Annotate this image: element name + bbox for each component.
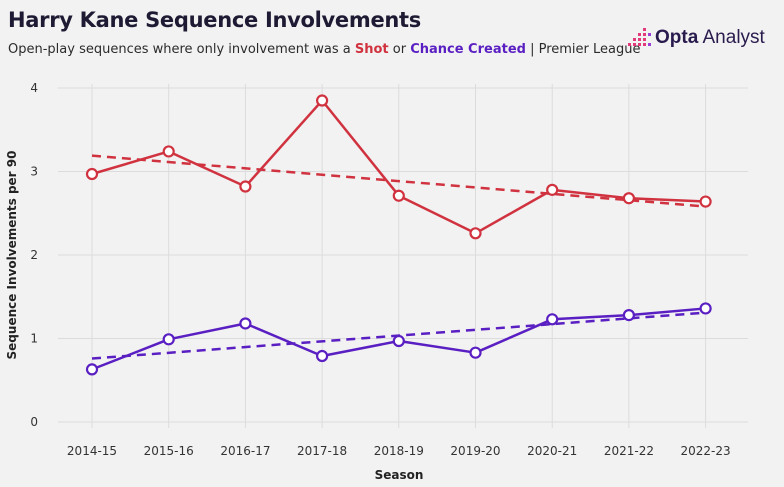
subtitle-shot: Shot	[354, 42, 389, 57]
y-tick-label: 2	[30, 248, 38, 262]
shot-point	[162, 145, 175, 158]
x-tick-label: 2016-17	[220, 444, 270, 458]
brand-name-bold: Opta	[655, 27, 699, 48]
chart-subtitle: Open-play sequences where only involveme…	[8, 42, 640, 57]
x-tick-labels: 2014-15 2015-16 2016-17 2017-18 2018-19 2019-…	[67, 444, 731, 458]
shot-point	[546, 183, 559, 196]
subtitle-chance-created: Chance Created	[410, 42, 526, 57]
shot-point	[699, 195, 712, 208]
series-points	[85, 94, 712, 376]
chance-created-point	[392, 334, 405, 348]
chance-created-point	[162, 333, 175, 346]
x-axis-label: Season	[375, 468, 424, 482]
opta-dots-icon	[628, 28, 651, 46]
grid-lines	[58, 84, 748, 428]
x-tick-label: 2017-18	[297, 444, 347, 458]
chance-created-point	[316, 349, 329, 363]
shot-point	[622, 192, 636, 205]
chance-created-point	[699, 302, 712, 315]
shot-trend-line	[91, 154, 706, 208]
opta-analyst-logo: Opta Analyst	[628, 27, 765, 49]
shot-point	[85, 167, 99, 181]
x-tick-label: 2019-20	[450, 444, 500, 458]
shot-point	[392, 189, 405, 202]
subtitle-suffix: | Premier League	[525, 42, 641, 57]
y-tick-label: 3	[30, 165, 38, 179]
y-tick-label: 0	[30, 415, 38, 429]
y-tick-labels: 0 1 2 3 4	[30, 81, 38, 429]
chance-created-point	[469, 346, 482, 359]
shot-point	[316, 94, 329, 107]
subtitle-or: or	[388, 42, 411, 57]
shot-point	[469, 227, 482, 240]
x-tick-label: 2015-16	[144, 444, 194, 458]
chance-created-point	[622, 309, 636, 322]
y-tick-label: 4	[30, 81, 38, 95]
x-tick-label: 2022-23	[681, 444, 731, 458]
brand-name: Opta Analyst	[655, 27, 765, 49]
chance-created-point	[546, 313, 559, 326]
shot-point	[239, 180, 252, 193]
chance-created-point	[85, 363, 99, 376]
subtitle-prefix: Open-play sequences where only involveme…	[8, 42, 355, 57]
x-tick-label: 2021-22	[604, 444, 654, 458]
x-tick-label: 2020-21	[527, 444, 577, 458]
y-tick-label: 1	[30, 332, 38, 346]
x-tick-label: 2014-15	[67, 444, 117, 458]
chart-title: Harry Kane Sequence Involvements	[8, 8, 421, 32]
brand-name-rest: Analyst	[698, 27, 765, 48]
chance-created-point	[239, 317, 252, 330]
x-tick-label: 2018-19	[374, 444, 424, 458]
y-axis-label: Sequence Involvements per 90	[5, 151, 19, 360]
